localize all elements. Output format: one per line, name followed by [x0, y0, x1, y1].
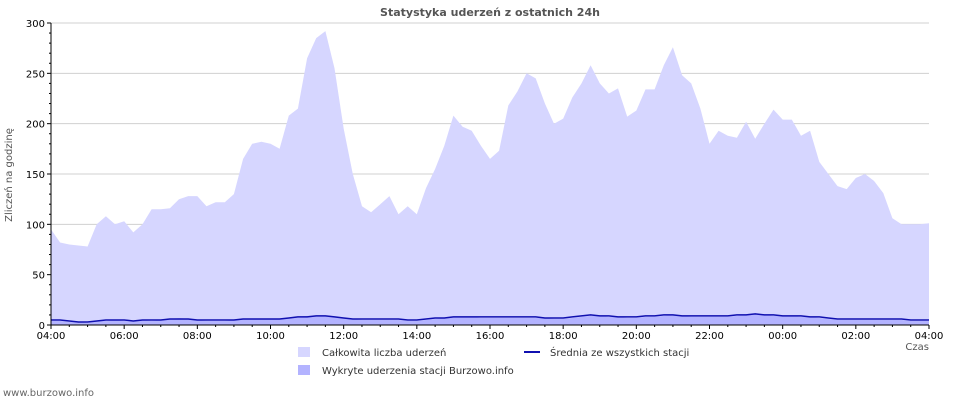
x-tick-label: 10:00 — [256, 331, 285, 342]
x-tick-label: 06:00 — [110, 331, 139, 342]
watermark: www.burzowo.info — [3, 388, 94, 399]
series-line-2 — [51, 313, 929, 323]
x-tick-label: 12:00 — [329, 331, 358, 342]
y-axis-title: Zliczeń na godzinę — [3, 128, 15, 222]
x-axis-ticks: 04:00 06:00 08:00 10:00 12:00 14:00 16:00 18:00… — [37, 325, 944, 342]
x-tick-label: 08:00 — [183, 331, 212, 342]
y-axis-ticks: 0 50 100 150 200 250 300 — [26, 19, 51, 332]
legend-item-2: Średnia ze wszystkich stacji — [524, 346, 689, 359]
legend-item-1: Wykryte uderzenia stacji Burzowo.info — [298, 365, 514, 377]
x-tick-label: 22:00 — [695, 331, 724, 342]
x-tick-label: 00:00 — [768, 331, 797, 342]
legend-label: Całkowita liczba uderzeń — [322, 347, 446, 359]
x-tick-label: 18:00 — [549, 331, 578, 342]
x-axis-title: Czas — [905, 342, 929, 353]
x-tick-label: 20:00 — [622, 331, 651, 342]
x-tick-label: 14:00 — [402, 331, 431, 342]
x-tick-label: 02:00 — [841, 331, 870, 342]
chart-title: Statystyka uderzeń z ostatnich 24h — [380, 6, 600, 19]
y-tick-label: 150 — [26, 170, 45, 181]
y-tick-label: 100 — [26, 220, 45, 231]
x-tick-label: 04:00 — [915, 331, 944, 342]
series-area-1 — [51, 313, 929, 325]
legend: Całkowita liczba uderzeń Wykryte uderzeni… — [298, 346, 689, 377]
legend-swatch — [298, 347, 310, 357]
legend-swatch — [298, 365, 310, 375]
series-area-0 — [51, 31, 929, 325]
legend-label: Średnia ze wszystkich stacji — [550, 346, 689, 359]
legend-label: Wykryte uderzenia stacji Burzowo.info — [322, 366, 514, 377]
x-tick-label: 04:00 — [37, 331, 66, 342]
y-tick-label: 250 — [26, 69, 45, 80]
plot-area — [51, 31, 929, 325]
x-tick-label: 16:00 — [476, 331, 505, 342]
y-tick-label: 50 — [32, 271, 45, 282]
y-tick-label: 200 — [26, 120, 45, 131]
y-tick-label: 0 — [39, 321, 45, 332]
legend-item-0: Całkowita liczba uderzeń — [298, 347, 446, 359]
y-tick-label: 300 — [26, 19, 45, 30]
